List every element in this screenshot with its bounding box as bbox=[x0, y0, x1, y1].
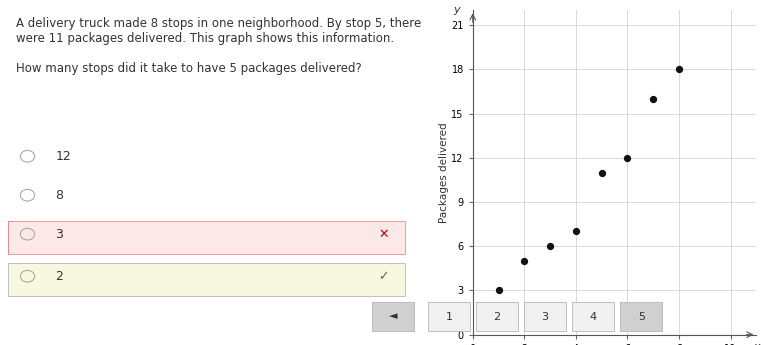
FancyBboxPatch shape bbox=[8, 263, 405, 296]
Point bbox=[621, 155, 633, 160]
Text: 3: 3 bbox=[542, 312, 549, 322]
Text: 3: 3 bbox=[55, 228, 63, 240]
Text: x: x bbox=[753, 342, 759, 345]
Point bbox=[493, 288, 505, 293]
FancyBboxPatch shape bbox=[8, 221, 405, 254]
Text: 5: 5 bbox=[638, 312, 645, 322]
Text: ✕: ✕ bbox=[378, 228, 389, 240]
FancyBboxPatch shape bbox=[8, 221, 13, 254]
Point bbox=[596, 170, 608, 175]
Text: 1: 1 bbox=[445, 312, 452, 322]
Text: y: y bbox=[453, 6, 460, 15]
Point bbox=[673, 67, 685, 72]
Text: 2: 2 bbox=[494, 312, 500, 322]
Text: ✓: ✓ bbox=[378, 270, 389, 283]
Point bbox=[570, 229, 582, 234]
Y-axis label: Packages delivered: Packages delivered bbox=[439, 122, 448, 223]
Point bbox=[647, 96, 659, 101]
Point bbox=[544, 244, 556, 249]
Text: 8: 8 bbox=[55, 189, 63, 202]
Text: ◄: ◄ bbox=[389, 312, 397, 322]
Text: A delivery truck made 8 stops in one neighborhood. By stop 5, there
were 11 pack: A delivery truck made 8 stops in one nei… bbox=[15, 17, 421, 75]
Text: 12: 12 bbox=[55, 150, 71, 163]
Point bbox=[518, 258, 530, 264]
Text: 2: 2 bbox=[55, 270, 63, 283]
Text: 4: 4 bbox=[590, 312, 597, 322]
